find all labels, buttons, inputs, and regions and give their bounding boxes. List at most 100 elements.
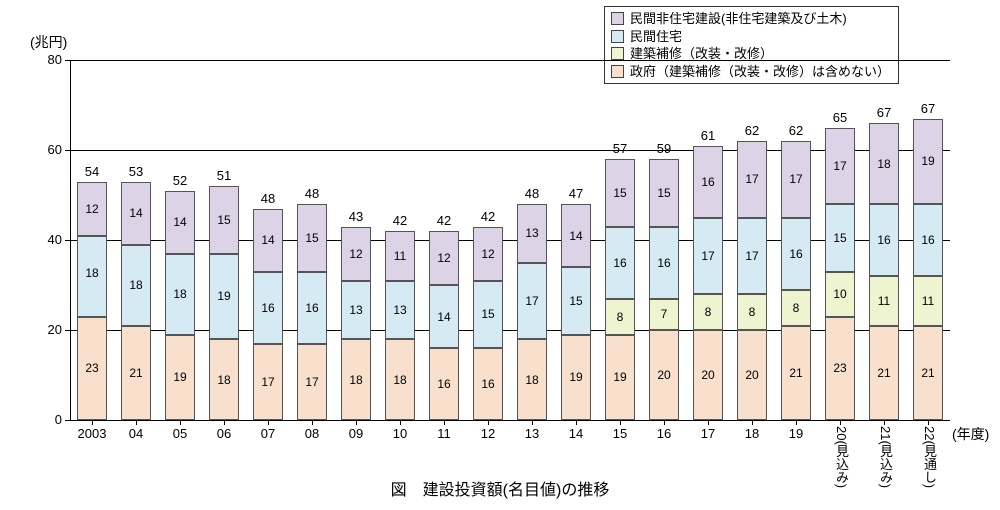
segment-label: 19: [569, 371, 582, 383]
x-category-label: 09: [334, 426, 378, 441]
gridline: [70, 60, 950, 61]
segment-label: 17: [701, 250, 714, 262]
bar-column: 161412: [429, 60, 460, 420]
segment-label: 12: [437, 252, 450, 264]
bar-segment-nonres: 15: [209, 186, 240, 254]
bar-column: 2081716: [693, 60, 724, 420]
x-category-label: 12: [466, 426, 510, 441]
x-tick: [796, 420, 797, 425]
bar-column: 181312: [341, 60, 372, 420]
bar-column: 2071615: [649, 60, 680, 420]
segment-label: 11: [878, 295, 890, 307]
bar-segment-nonres: 17: [781, 141, 812, 218]
bar-segment-gov: 20: [737, 330, 768, 420]
segment-label: 18: [525, 374, 538, 386]
bar-total-label: 62: [733, 123, 772, 138]
bar-segment-nonres: 16: [693, 146, 724, 218]
segment-label: 18: [173, 288, 186, 300]
x-tick: [312, 420, 313, 425]
bar-segment-housing: 18: [77, 236, 108, 317]
x-category-label: 10: [378, 426, 422, 441]
bar-segment-nonres: 15: [297, 204, 328, 272]
segment-label: 12: [349, 248, 362, 260]
bar-segment-nonres: 17: [737, 141, 768, 218]
bar-segment-gov: 19: [605, 335, 636, 421]
bar-segment-nonres: 12: [473, 227, 504, 281]
segment-label: 15: [217, 214, 230, 226]
x-tick: [180, 420, 181, 425]
bar-total-label: 54: [73, 164, 112, 179]
x-tick: [532, 420, 533, 425]
segment-label: 21: [877, 367, 890, 379]
segment-label: 14: [129, 207, 142, 219]
bar-segment-repair: 11: [869, 276, 900, 326]
bar-segment-repair: 10: [825, 272, 856, 317]
segment-label: 17: [789, 173, 802, 185]
x-tick: [356, 420, 357, 425]
x-category-label: 13: [510, 426, 554, 441]
segment-label: 14: [437, 311, 450, 323]
bar-column: 1981615: [605, 60, 636, 420]
bar-segment-housing: 17: [693, 218, 724, 295]
segment-label: 17: [261, 376, 274, 388]
segment-label: 17: [745, 173, 758, 185]
segment-label: 18: [129, 279, 142, 291]
segment-label: 20: [657, 369, 670, 381]
segment-label: 23: [833, 362, 846, 374]
bar-segment-housing: 19: [209, 254, 240, 340]
x-tick: [840, 420, 841, 425]
bar-segment-nonres: 15: [649, 159, 680, 227]
segment-label: 19: [217, 290, 230, 302]
legend-item: 民間住宅: [611, 28, 890, 46]
bar-segment-housing: 14: [429, 285, 460, 348]
segment-label: 16: [921, 234, 934, 246]
segment-label: 19: [173, 371, 186, 383]
segment-label: 8: [793, 302, 800, 314]
segment-label: 13: [349, 304, 362, 316]
bar-segment-repair: 8: [693, 294, 724, 330]
segment-label: 18: [877, 158, 890, 170]
bar-segment-nonres: 12: [429, 231, 460, 285]
bar-segment-gov: 19: [561, 335, 592, 421]
x-category-label: 14: [554, 426, 598, 441]
segment-label: 10: [833, 288, 846, 300]
segment-label: 8: [749, 306, 756, 318]
gridline: [70, 240, 950, 241]
legend-label: 民間非住宅建設(非住宅建築及び土木): [630, 10, 847, 28]
x-category-label: 06: [202, 426, 246, 441]
bar-total-label: 43: [337, 209, 376, 224]
y-tick-label: 80: [30, 52, 62, 67]
y-tick-label: 60: [30, 142, 62, 157]
bar-total-label: 47: [557, 186, 596, 201]
bar-segment-gov: 19: [165, 335, 196, 421]
x-tick: [884, 420, 885, 425]
segment-label: 13: [393, 304, 406, 316]
bar-segment-housing: 17: [737, 218, 768, 295]
bar-segment-gov: 16: [473, 348, 504, 420]
chart-container: (兆円) 民間非住宅建設(非住宅建築及び土木)民間住宅建築補修（改装・改修）政府…: [0, 0, 1000, 510]
x-tick: [224, 420, 225, 425]
segment-label: 21: [789, 367, 802, 379]
gridline: [70, 330, 950, 331]
bar-segment-nonres: 14: [253, 209, 284, 272]
segment-label: 23: [85, 362, 98, 374]
x-tick: [488, 420, 489, 425]
bar-total-label: 61: [689, 128, 728, 143]
segment-label: 21: [129, 367, 142, 379]
x-tick: [928, 420, 929, 425]
x-category-label: 15: [598, 426, 642, 441]
bar-total-label: 42: [469, 209, 508, 224]
bar-segment-nonres: 17: [825, 128, 856, 205]
x-tick: [752, 420, 753, 425]
bar-segment-repair: 7: [649, 299, 680, 331]
bar-segment-housing: 15: [473, 281, 504, 349]
segment-label: 16: [613, 257, 626, 269]
y-tick-label: 0: [30, 412, 62, 427]
bar-segment-housing: 13: [385, 281, 416, 340]
bar-column: 231812: [77, 60, 108, 420]
bar-column: 171615: [297, 60, 328, 420]
bar-column: 19 18 14: [165, 60, 196, 420]
bar-segment-gov: 21: [869, 326, 900, 421]
segment-label: 14: [173, 216, 186, 228]
segment-label: 11: [922, 295, 934, 307]
